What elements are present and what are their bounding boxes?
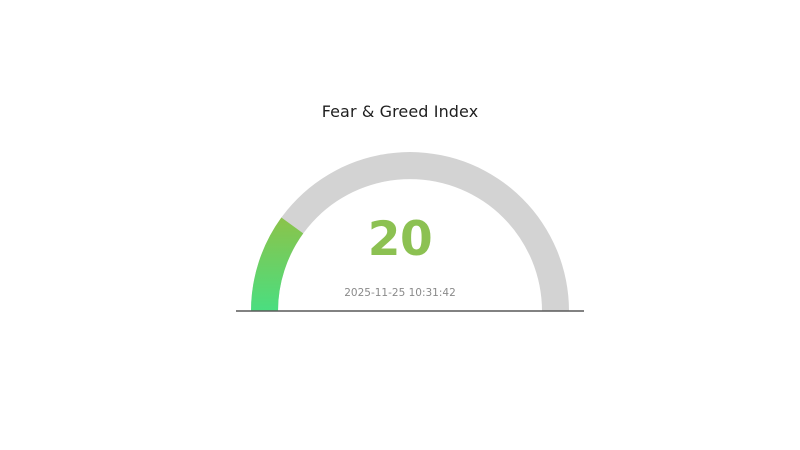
gauge-timestamp-label: 2025-11-25 10:31:42 bbox=[344, 287, 456, 299]
gauge-value-label: 20 bbox=[367, 212, 433, 267]
gauge-track-arc bbox=[251, 152, 569, 311]
chart-title: Fear & Greed Index bbox=[321, 102, 479, 121]
gauge-value-arc bbox=[251, 217, 304, 311]
